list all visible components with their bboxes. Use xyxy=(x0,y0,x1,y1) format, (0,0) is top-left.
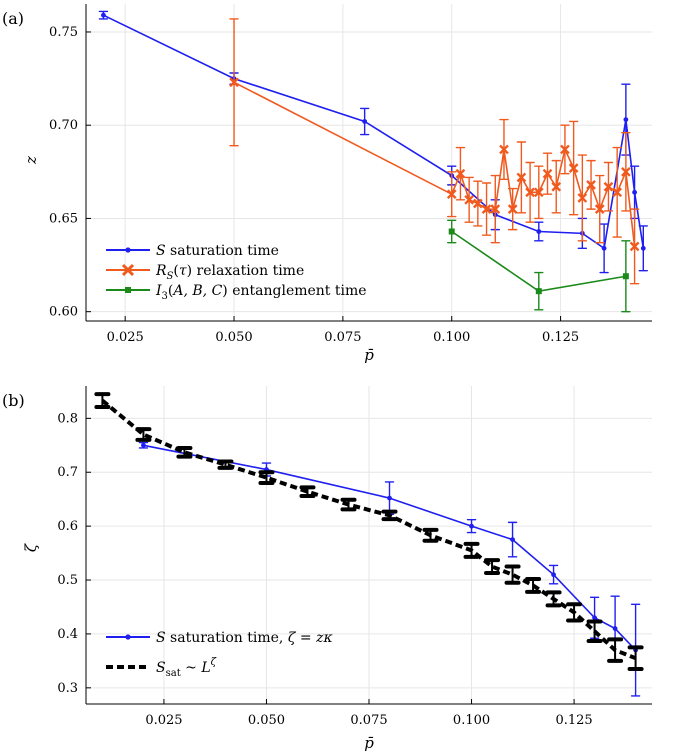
data-point xyxy=(535,288,542,295)
data-point xyxy=(455,168,466,179)
series-a xyxy=(98,10,648,313)
data-point xyxy=(623,117,629,123)
y-tick-label: 0.8 xyxy=(57,411,78,426)
panel-a: 0.025 0.050 0.075 0.100 0.125 0.60 0.65 0.70 0.7… xyxy=(2,4,652,364)
x-tick-label: 0.025 xyxy=(145,713,182,728)
x-tick-label: 0.075 xyxy=(324,330,361,345)
data-point xyxy=(536,229,542,234)
x-tick-label: 0.050 xyxy=(248,713,285,728)
data-point xyxy=(469,523,474,529)
legend-item-rs-relaxation-a: RS(τ) relaxation time xyxy=(106,263,304,282)
data-point xyxy=(542,168,553,179)
series-b-1 xyxy=(94,392,644,671)
legend-item-s-sat-scaling-b: Ssat ~ Lζ xyxy=(106,657,217,679)
panel-b: 0.025 0.050 0.075 0.100 0.125 0.3 0.4 0.5 0.6 0.7… xyxy=(2,386,652,752)
x-axis-label-b: p̄ xyxy=(364,734,374,752)
plot-area-a xyxy=(86,4,652,321)
x-tick-label: 0.100 xyxy=(453,713,490,728)
data-point xyxy=(448,228,455,235)
data-point xyxy=(507,204,518,214)
y-tick-label: 0.6 xyxy=(57,519,78,534)
data-point xyxy=(586,180,596,190)
legend-label-s-saturation-a: S saturation time xyxy=(156,243,279,259)
legend-b: S saturation time, ζ = zκ Ssat ~ Lζ xyxy=(106,630,333,679)
x-tick-label: 0.025 xyxy=(107,330,144,345)
y-tick-label: 0.75 xyxy=(49,25,78,40)
data-point xyxy=(525,187,535,198)
data-point xyxy=(229,77,239,88)
data-point xyxy=(551,572,556,578)
x-tick-label: 0.100 xyxy=(433,330,470,345)
legend-label-i3-entanglement-a: I3(A, B, C) entanglement time xyxy=(155,283,367,302)
x-tick-label: 0.050 xyxy=(215,330,252,345)
data-point xyxy=(446,189,457,200)
data-point xyxy=(622,273,629,280)
legend-item-i3-entanglement-a: I3(A, B, C) entanglement time xyxy=(106,283,367,302)
y-tick-label: 0.7 xyxy=(57,465,78,480)
y-tick-label: 0.3 xyxy=(57,681,78,696)
data-point xyxy=(632,189,637,195)
data-point xyxy=(640,245,646,251)
data-point xyxy=(533,187,544,198)
legend-a: S saturation time RS(τ) relaxation time … xyxy=(106,243,367,302)
data-point xyxy=(464,194,474,205)
data-point xyxy=(551,181,562,192)
data-point xyxy=(603,181,614,192)
data-point xyxy=(629,241,640,252)
legend-label-rs-relaxation-a: RS(τ) relaxation time xyxy=(155,263,304,282)
legend-label-s-sat-scaling-b: Ssat ~ Lζ xyxy=(156,657,217,679)
data-point xyxy=(594,204,605,214)
y-axis-label-a: z xyxy=(22,156,40,165)
data-point xyxy=(387,495,392,501)
data-point xyxy=(141,442,146,448)
data-point xyxy=(601,245,607,251)
data-point xyxy=(362,119,368,124)
data-point xyxy=(568,163,579,173)
data-point xyxy=(472,198,483,209)
ticks-b: 0.025 0.050 0.075 0.100 0.125 0.3 0.4 0.5 0.6 0.7… xyxy=(57,411,592,728)
y-tick-label: 0.60 xyxy=(49,305,78,320)
y-tick-label: 0.5 xyxy=(57,573,78,588)
legend-item-s-saturation-a: S saturation time xyxy=(106,243,279,259)
y-tick-label: 0.4 xyxy=(57,627,78,642)
grid-a xyxy=(86,4,652,321)
data-point xyxy=(101,12,106,18)
data-point xyxy=(621,166,631,177)
data-point xyxy=(490,204,501,214)
x-axis-label-a: p̄ xyxy=(364,346,374,364)
x-tick-label: 0.075 xyxy=(350,713,387,728)
panel-label-a: (a) xyxy=(2,9,24,28)
x-tick-label: 0.125 xyxy=(542,330,579,345)
series-b xyxy=(94,392,644,697)
data-point xyxy=(592,615,597,621)
data-point xyxy=(577,193,588,203)
data-point xyxy=(612,187,623,198)
data-point xyxy=(499,144,509,155)
y-tick-label: 0.70 xyxy=(49,118,78,133)
y-tick-label: 0.65 xyxy=(49,211,78,226)
data-point xyxy=(510,537,515,543)
data-point xyxy=(516,172,527,183)
legend-label-s-saturation-b: S saturation time, ζ = zκ xyxy=(156,630,333,646)
series-a-1 xyxy=(229,18,640,285)
ticks-a: 0.025 0.050 0.075 0.100 0.125 0.60 0.65 0.70 0.7… xyxy=(49,25,579,345)
data-point xyxy=(481,204,492,214)
y-axis-label-b: ζ xyxy=(22,543,40,552)
data-point xyxy=(560,144,570,155)
legend-item-s-saturation-b: S saturation time, ζ = zκ xyxy=(106,630,333,646)
data-point xyxy=(612,626,618,631)
series-a-2 xyxy=(447,219,631,313)
panel-label-b: (b) xyxy=(2,391,25,410)
x-tick-label: 0.125 xyxy=(555,713,592,728)
